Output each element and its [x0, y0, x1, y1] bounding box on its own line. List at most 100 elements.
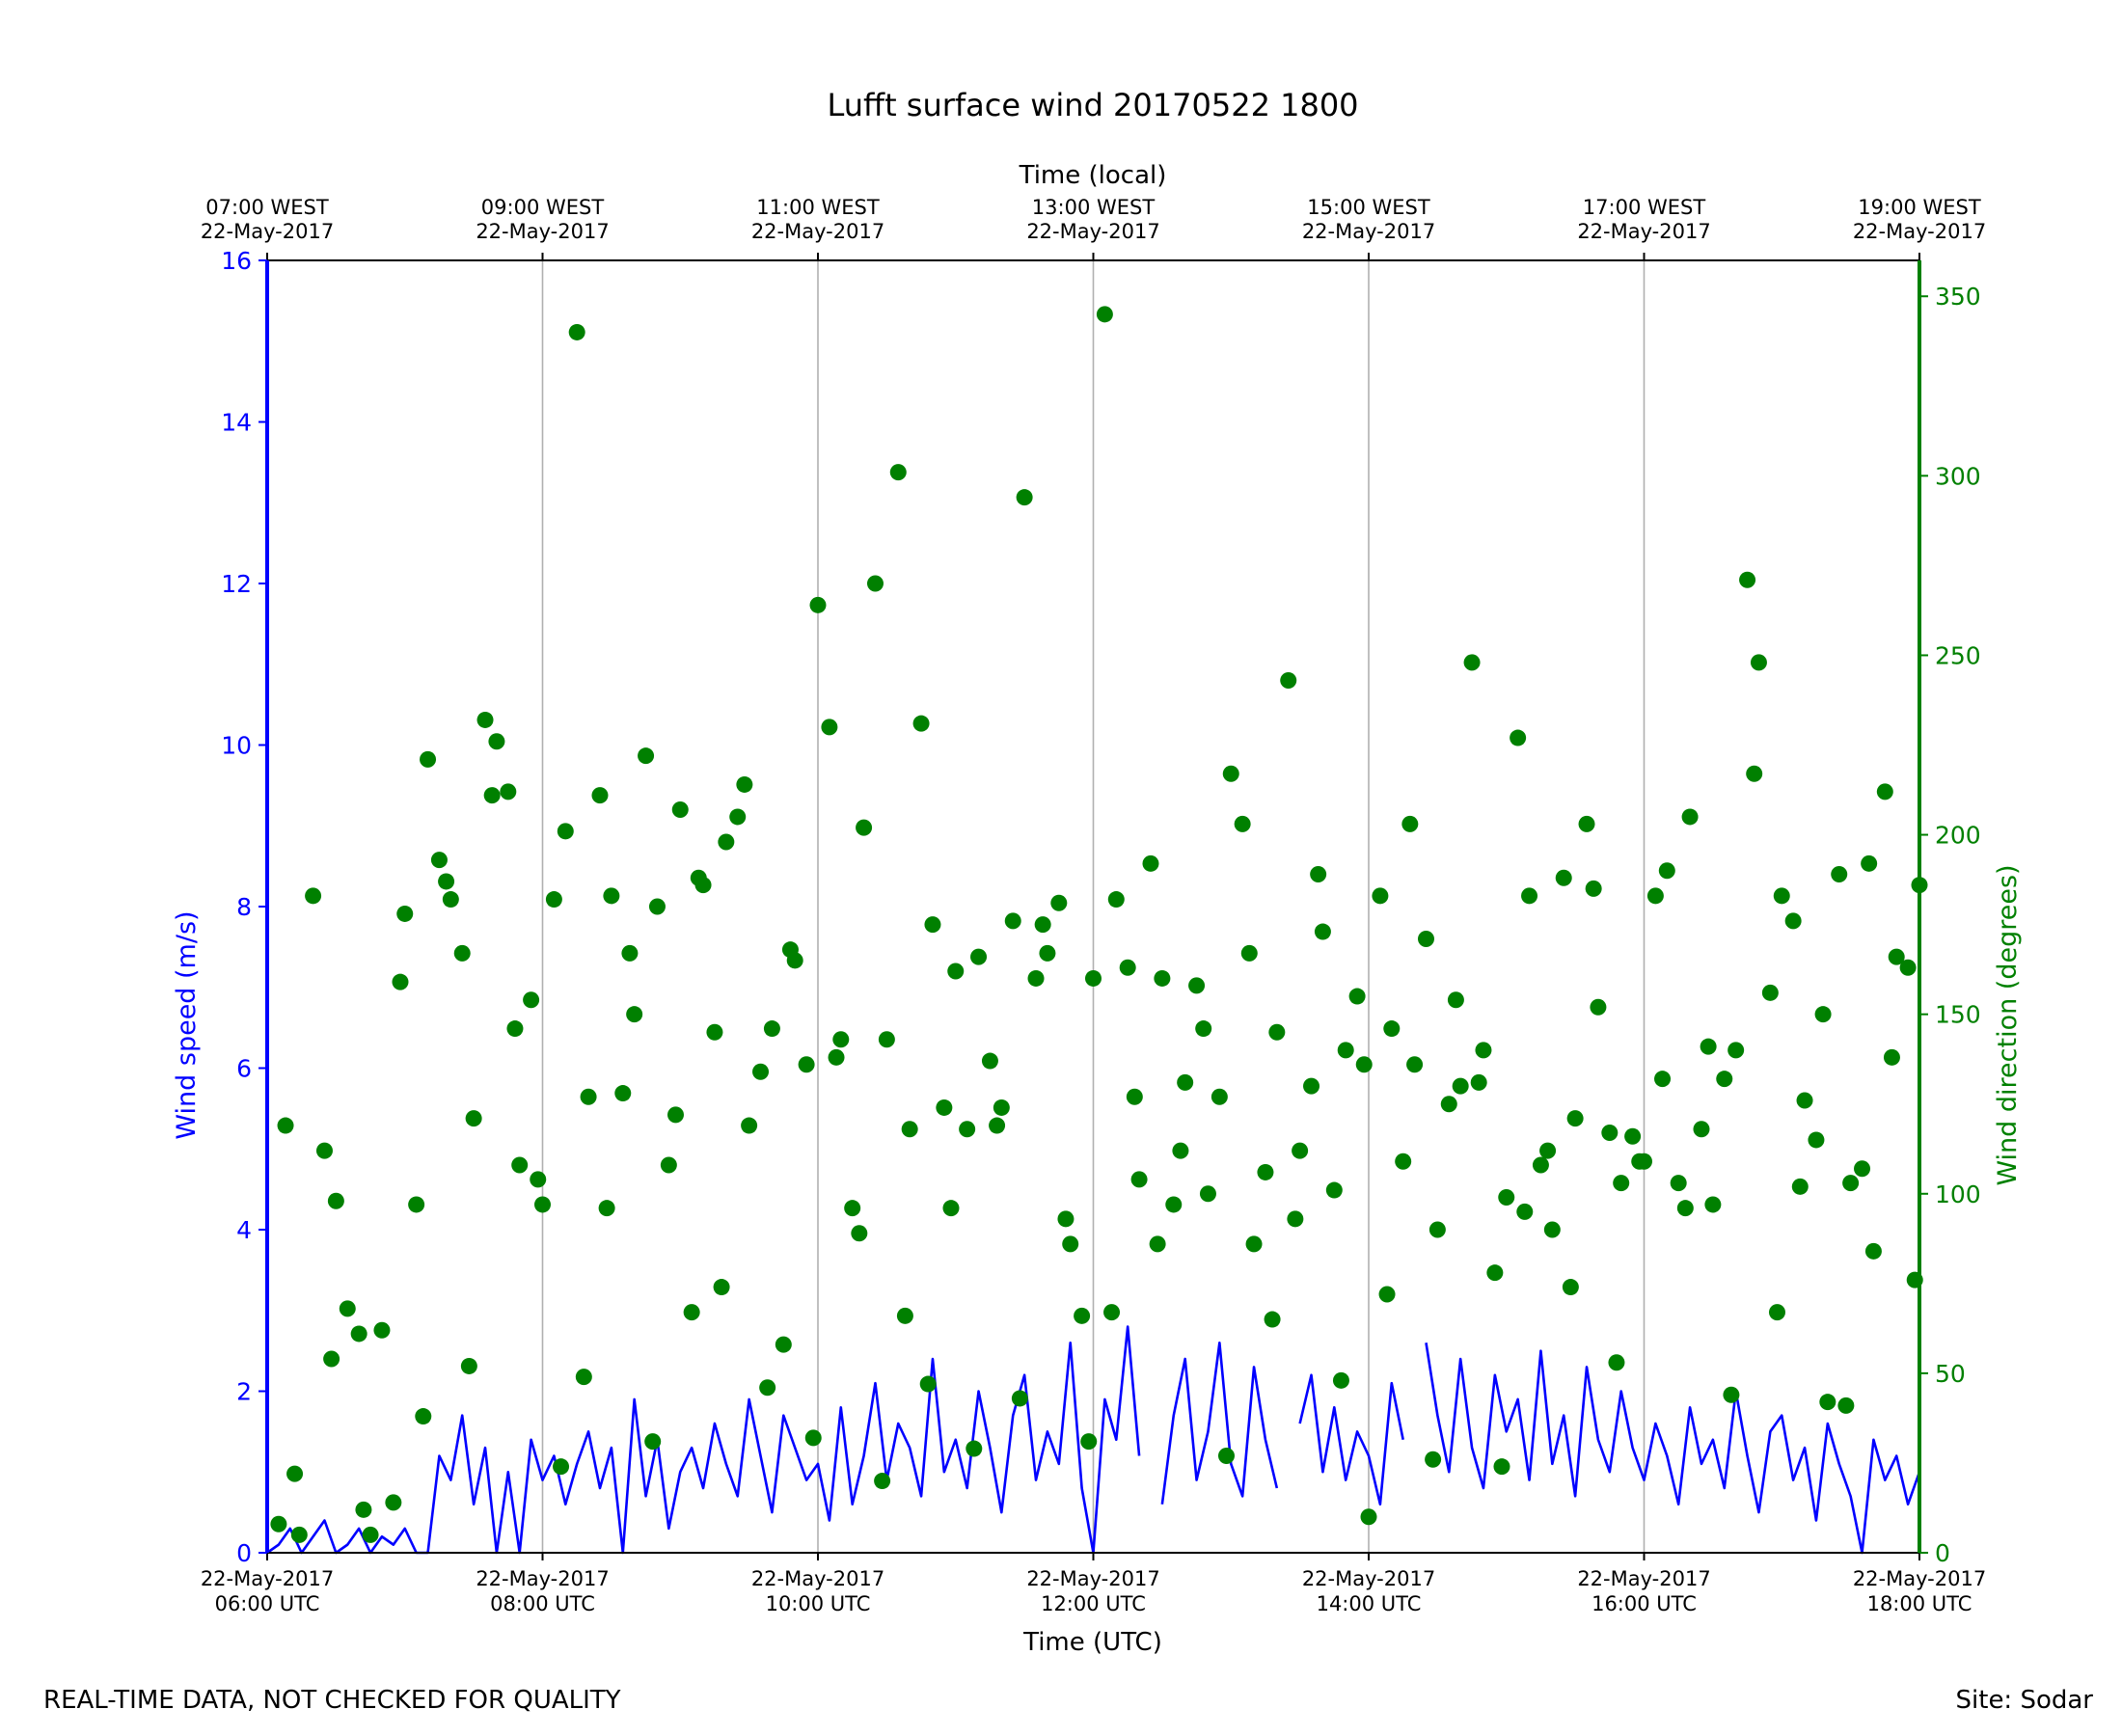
wind-direction-point	[671, 801, 689, 818]
wind-direction-point	[598, 1200, 615, 1217]
wind-direction-point	[1670, 1175, 1687, 1192]
wind-direction-point	[1264, 1311, 1281, 1328]
wind-direction-point	[896, 1307, 913, 1324]
wind-direction-point	[1406, 1056, 1424, 1073]
x-tick-label: 12:00 UTC	[1041, 1592, 1146, 1615]
wind-direction-point	[648, 898, 666, 915]
wind-direction-point	[1452, 1077, 1469, 1095]
wind-direction-point	[1861, 854, 1878, 872]
wind-direction-point	[415, 1408, 432, 1425]
wind-direction-point	[1888, 948, 1905, 965]
wind-direction-point	[1883, 1048, 1900, 1066]
wind-direction-point	[1126, 1088, 1143, 1105]
x-tick-label: 22-May-2017	[1853, 1567, 1986, 1590]
wind-direction-point	[1188, 977, 1206, 994]
wind-direction-point	[575, 1369, 592, 1386]
wind-direction-point	[530, 1171, 547, 1188]
wind-direction-point	[1773, 887, 1790, 905]
wind-direction-point	[752, 1063, 770, 1080]
wind-direction-point	[1613, 1175, 1630, 1192]
wind-speed-line	[1160, 1341, 1279, 1505]
wind-direction-point	[511, 1156, 529, 1174]
wind-direction-point	[1074, 1307, 1091, 1324]
wind-direction-point	[1700, 1038, 1717, 1055]
wind-direction-point	[1543, 1221, 1561, 1238]
wind-direction-point	[1510, 729, 1527, 746]
wind-direction-point	[500, 783, 517, 800]
wind-direction-point	[1728, 1042, 1745, 1059]
wind-direction-point	[804, 1429, 822, 1447]
wind-direction-point	[1080, 1433, 1098, 1451]
left-tick-label: 12	[221, 570, 252, 598]
wind-direction-point	[1085, 969, 1102, 987]
wind-direction-point	[1864, 1242, 1882, 1260]
wind-direction-point	[1016, 489, 1033, 506]
wind-direction-point	[408, 1196, 425, 1213]
right-tick-label: 300	[1935, 462, 1981, 490]
wind-direction-point	[809, 596, 827, 613]
wind-direction-point	[1842, 1175, 1860, 1192]
wind-direction-point	[1750, 654, 1767, 671]
wind-direction-point	[277, 1117, 294, 1134]
x-tick-label: 18:00 UTC	[1867, 1592, 1972, 1615]
wind-direction-point	[1440, 1096, 1457, 1113]
wind-direction-point	[1034, 916, 1051, 934]
wind-direction-point	[1280, 672, 1297, 689]
wind-direction-point	[1693, 1121, 1710, 1138]
left-tick-label: 10	[221, 732, 252, 760]
wind-direction-point	[442, 891, 459, 909]
wind-direction-point	[828, 1048, 845, 1066]
wind-direction-point	[1831, 866, 1848, 882]
wind-direction-point	[1257, 1163, 1274, 1180]
right-tick-label: 50	[1935, 1360, 1966, 1388]
wind-direction-point	[942, 1200, 960, 1217]
x-tick-label: 22-May-2017	[751, 1567, 884, 1590]
wind-direction-point	[736, 775, 753, 793]
wind-direction-point	[1199, 1185, 1216, 1203]
wind-direction-point	[1658, 862, 1675, 880]
left-tick-label: 4	[236, 1216, 252, 1244]
wind-direction-point	[763, 1020, 780, 1038]
wind-direction-point	[1395, 1153, 1412, 1170]
top-tick-label: 22-May-2017	[1853, 220, 1986, 243]
wind-direction-point	[1532, 1156, 1549, 1174]
wind-direction-point	[438, 873, 455, 890]
wind-direction-point	[1723, 1386, 1740, 1403]
wind-direction-point	[966, 1440, 983, 1457]
wind-direction-point	[315, 1142, 333, 1159]
top-tick-label: 22-May-2017	[1577, 220, 1710, 243]
wind-direction-point	[1808, 1131, 1825, 1149]
wind-direction-point	[1314, 923, 1331, 940]
wind-direction-point	[1796, 1092, 1813, 1109]
wind-direction-point	[1234, 815, 1251, 832]
wind-direction-point	[1310, 866, 1327, 882]
top-tick-label: 17:00 WEST	[1583, 196, 1706, 219]
wind-direction-point	[1654, 1071, 1672, 1088]
left-tick-label: 8	[236, 893, 252, 921]
x-tick-label: 22-May-2017	[476, 1567, 609, 1590]
wind-direction-point	[392, 973, 409, 990]
wind-direction-point	[1470, 1073, 1487, 1091]
wind-direction-point	[1195, 1020, 1212, 1038]
left-tick-label: 6	[236, 1055, 252, 1083]
wind-direction-point	[1854, 1160, 1871, 1178]
wind-direction-point	[1217, 1448, 1235, 1464]
x-tick-label: 08:00 UTC	[490, 1592, 595, 1615]
wind-direction-point	[1463, 654, 1481, 671]
wind-direction-point	[1704, 1196, 1722, 1213]
wind-direction-point	[683, 1304, 700, 1321]
wind-direction-point	[1784, 912, 1802, 930]
wind-direction-point	[874, 1473, 891, 1490]
wind-direction-point	[644, 1433, 662, 1451]
wind-direction-point	[305, 887, 322, 905]
wind-direction-point	[947, 963, 965, 980]
x-tick-label: 22-May-2017	[1026, 1567, 1159, 1590]
wind-direction-point	[993, 1099, 1010, 1116]
x-tick-label: 14:00 UTC	[1317, 1592, 1422, 1615]
wind-direction-point	[1425, 1451, 1442, 1468]
wind-direction-point	[1240, 944, 1258, 962]
right-tick-label: 100	[1935, 1180, 1981, 1208]
wind-direction-point	[832, 1031, 850, 1048]
wind-direction-point	[1027, 969, 1045, 987]
